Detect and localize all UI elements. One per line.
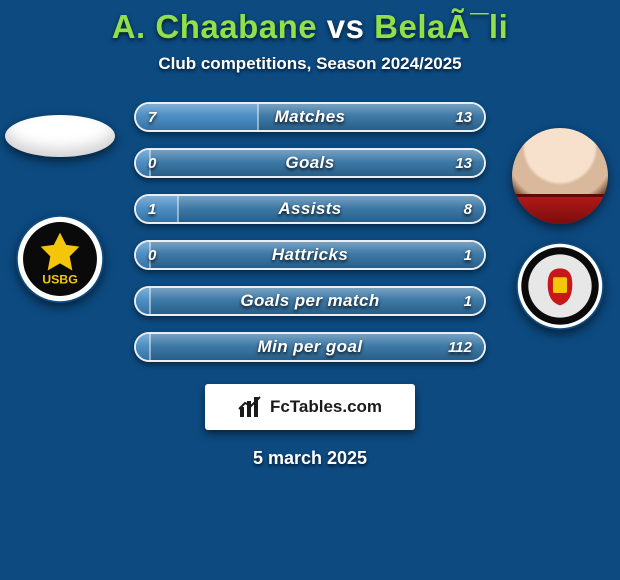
stats-list: 713Matches 013Goals 18Assists 01Hattricks 1G… bbox=[134, 102, 486, 362]
brand-text: FcTables.com bbox=[270, 397, 382, 417]
stat-label: Goals per match bbox=[136, 288, 484, 314]
subtitle: Club competitions, Season 2024/2025 bbox=[0, 54, 620, 74]
player-b-club-badge bbox=[516, 242, 604, 330]
stat-row: 1Goals per match bbox=[134, 286, 486, 316]
comparison-infographic: A. Chaabane vs BelaÃ¯li Club competition… bbox=[0, 0, 620, 580]
player-b-portrait bbox=[512, 128, 608, 224]
stat-row: 713Matches bbox=[134, 102, 486, 132]
title-player-b: BelaÃ¯li bbox=[374, 8, 508, 45]
stat-label: Goals bbox=[136, 150, 484, 176]
title-separator: vs bbox=[327, 8, 365, 45]
page-title: A. Chaabane vs BelaÃ¯li bbox=[0, 8, 620, 46]
stat-label: Min per goal bbox=[136, 334, 484, 360]
stat-row: 112Min per goal bbox=[134, 332, 486, 362]
player-a-portrait bbox=[5, 115, 115, 157]
date-text: 5 march 2025 bbox=[0, 448, 620, 469]
stat-label: Matches bbox=[136, 104, 484, 130]
badge-text: USBG bbox=[42, 273, 78, 287]
player-a-club-badge: USBG bbox=[16, 215, 104, 303]
stat-row: 013Goals bbox=[134, 148, 486, 178]
player-a-column: USBG bbox=[0, 115, 120, 303]
stat-row: 01Hattricks bbox=[134, 240, 486, 270]
bar-chart-icon bbox=[238, 395, 262, 419]
badge-shield-stripe bbox=[553, 277, 567, 293]
title-player-a: A. Chaabane bbox=[112, 8, 317, 45]
stat-label: Hattricks bbox=[136, 242, 484, 268]
brand-chip: FcTables.com bbox=[205, 384, 415, 430]
player-b-column bbox=[500, 128, 620, 330]
stat-label: Assists bbox=[136, 196, 484, 222]
stat-row: 18Assists bbox=[134, 194, 486, 224]
